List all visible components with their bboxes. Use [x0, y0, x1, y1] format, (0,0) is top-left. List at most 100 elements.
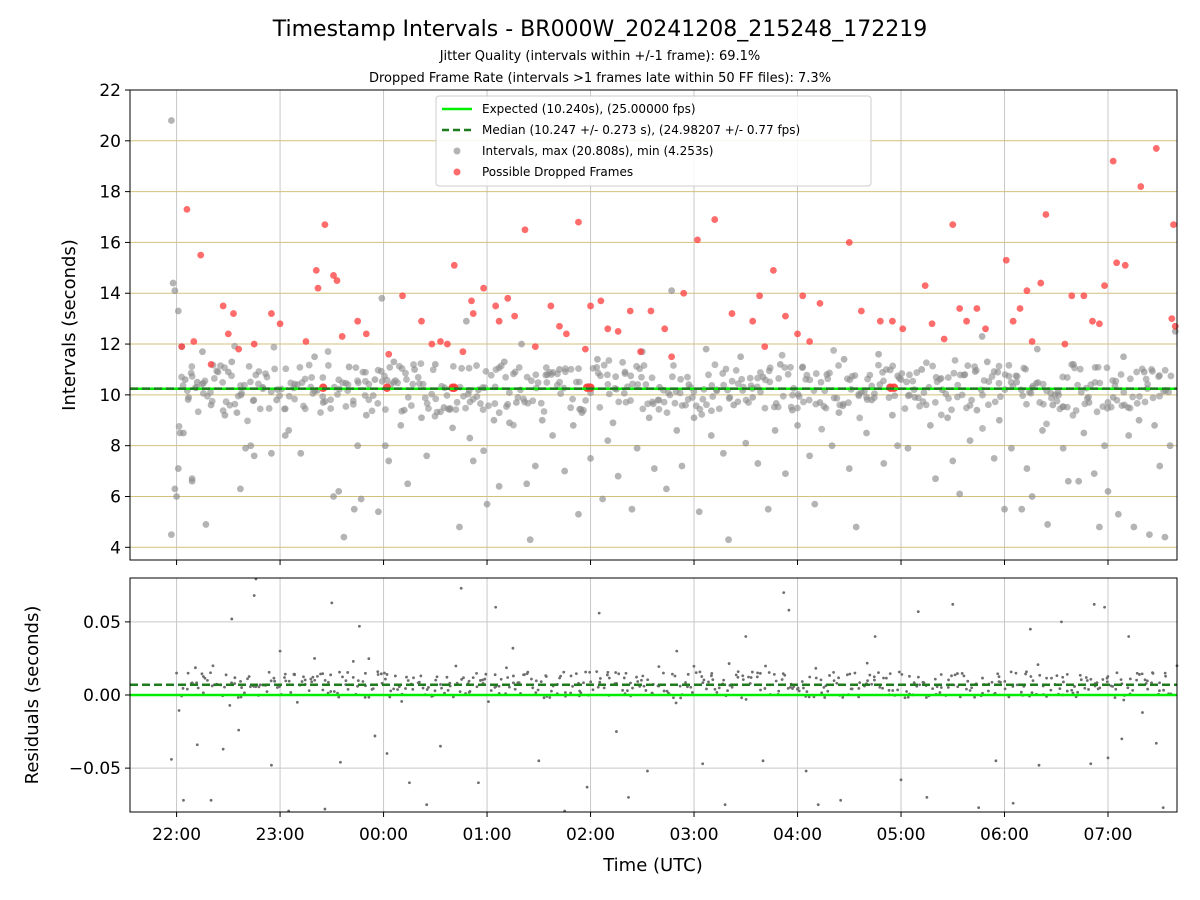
interval-point — [909, 377, 917, 385]
residual-point — [826, 689, 830, 693]
residual-point — [237, 728, 241, 732]
residual-point — [240, 686, 243, 689]
interval-point — [330, 493, 337, 500]
residual-point — [479, 679, 482, 682]
interval-point — [794, 390, 802, 398]
residual-point — [1060, 620, 1063, 624]
dropped-frame-point — [604, 325, 612, 333]
residual-point — [337, 695, 341, 699]
dropped-frame-point — [782, 312, 789, 320]
dropped-frame-point — [443, 340, 451, 348]
interval-point — [1019, 392, 1027, 399]
residual-point — [968, 689, 972, 692]
residual-point — [376, 673, 380, 676]
interval-point — [1149, 367, 1156, 375]
residual-point — [873, 678, 876, 682]
dropped-frame-point — [1016, 305, 1024, 312]
interval-point — [725, 536, 732, 544]
interval-point — [354, 442, 362, 450]
chart-subtitle-dropped: Dropped Frame Rate (intervals >1 frames … — [369, 71, 831, 86]
interval-point — [629, 380, 636, 388]
residual-point — [1119, 678, 1123, 681]
interval-point — [575, 365, 582, 373]
x-axis-label: Time (UTC) — [602, 855, 703, 876]
dropped-frame-point — [547, 302, 555, 310]
dropped-frame-point — [492, 302, 500, 310]
interval-point — [840, 355, 848, 363]
interval-point — [1072, 407, 1080, 414]
interval-point — [362, 411, 370, 419]
intervals-ytick-label: 4 — [110, 538, 121, 558]
residual-point — [330, 601, 334, 605]
interval-point — [950, 369, 958, 377]
residual-point — [912, 681, 916, 685]
interval-point — [354, 377, 361, 385]
interval-point — [409, 380, 417, 388]
residual-point — [607, 676, 611, 680]
residual-point — [701, 762, 705, 766]
residual-point — [323, 807, 327, 811]
interval-point — [506, 419, 513, 427]
residual-point — [805, 690, 809, 694]
residual-point — [1135, 678, 1138, 682]
interval-point — [720, 381, 728, 389]
residual-point — [494, 605, 498, 609]
interval-point — [880, 460, 888, 467]
interval-point — [1063, 374, 1071, 381]
interval-point — [400, 406, 408, 414]
residual-point — [888, 672, 892, 676]
interval-point — [885, 394, 893, 401]
residual-point — [675, 649, 679, 653]
residual-point — [522, 673, 525, 677]
residual-point — [300, 680, 304, 683]
interval-point — [340, 533, 348, 541]
residual-point — [313, 657, 316, 660]
interval-point — [371, 376, 379, 384]
dropped-frame-point — [1089, 317, 1096, 325]
interval-point — [994, 368, 1002, 376]
residual-point — [1029, 675, 1033, 678]
residual-point — [278, 649, 282, 653]
dropped-frame-point — [230, 310, 237, 317]
residual-point — [723, 803, 727, 807]
residual-point — [627, 795, 630, 799]
residual-point — [249, 685, 252, 689]
interval-point — [344, 381, 352, 389]
residual-point — [946, 686, 950, 689]
interval-point — [575, 378, 583, 386]
residual-point — [1089, 677, 1093, 681]
residual-point — [1009, 670, 1013, 674]
interval-point — [806, 376, 814, 384]
residual-point — [973, 695, 976, 699]
interval-point — [875, 361, 882, 369]
residual-point — [903, 696, 907, 700]
residual-point — [209, 798, 213, 802]
residual-point — [332, 690, 336, 693]
interval-point — [923, 359, 930, 367]
residual-point — [939, 686, 943, 689]
residual-point — [582, 681, 585, 685]
residual-point — [956, 672, 959, 675]
interval-point — [633, 444, 641, 452]
interval-point — [1094, 363, 1102, 371]
dropped-frame-point — [888, 317, 896, 325]
interval-point — [1027, 389, 1035, 397]
intervals-ytick-label: 22 — [99, 81, 121, 101]
residual-point — [295, 700, 299, 704]
interval-point — [628, 505, 636, 513]
residual-point — [574, 672, 578, 676]
residual-point — [246, 677, 249, 681]
interval-point — [754, 460, 762, 467]
interval-point — [614, 472, 622, 480]
residual-point — [293, 673, 296, 677]
interval-point — [799, 363, 807, 371]
interval-point — [538, 416, 546, 424]
interval-point — [567, 365, 575, 373]
interval-point — [1136, 393, 1143, 400]
interval-point — [1064, 477, 1072, 485]
residual-point — [878, 685, 882, 689]
interval-point — [1059, 444, 1067, 452]
residual-point — [351, 659, 355, 663]
residual-point — [459, 586, 463, 590]
residual-point — [537, 759, 541, 763]
